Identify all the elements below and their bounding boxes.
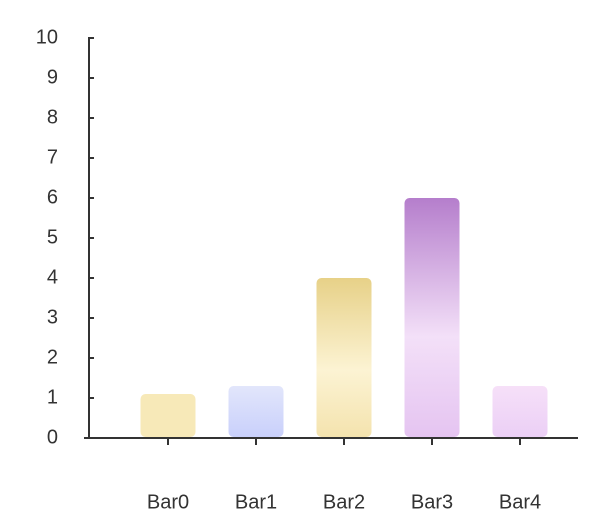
y-tick-label: 7 — [47, 146, 58, 168]
y-tick-label: 9 — [47, 66, 58, 88]
x-tick-label: Bar3 — [411, 491, 453, 513]
bar-bar2 — [316, 278, 372, 437]
bar-bar1 — [228, 386, 284, 437]
x-tick-label: Bar4 — [499, 491, 541, 513]
bar-bar4 — [492, 386, 548, 437]
x-axis: Bar0 Bar1 Bar2 Bar3 Bar4 — [84, 437, 578, 513]
y-tick-label: 1 — [47, 386, 58, 408]
bar-bar3 — [404, 198, 460, 437]
y-tick-label: 5 — [47, 226, 58, 248]
y-tick-label: 3 — [47, 306, 58, 328]
y-tick-label: 8 — [47, 106, 58, 128]
bars — [140, 198, 548, 437]
y-tick-label: 2 — [47, 346, 58, 368]
x-tick-label: Bar0 — [147, 491, 189, 513]
y-tick-label: 10 — [36, 26, 58, 48]
y-tick-label: 4 — [47, 266, 58, 288]
y-tick-label: 0 — [47, 426, 58, 448]
y-axis: 0 1 2 3 4 5 6 7 8 9 10 — [36, 26, 94, 448]
x-tick-label: Bar1 — [235, 491, 277, 513]
bar-bar0 — [140, 394, 196, 437]
x-tick-label: Bar2 — [323, 491, 365, 513]
y-tick-label: 6 — [47, 186, 58, 208]
